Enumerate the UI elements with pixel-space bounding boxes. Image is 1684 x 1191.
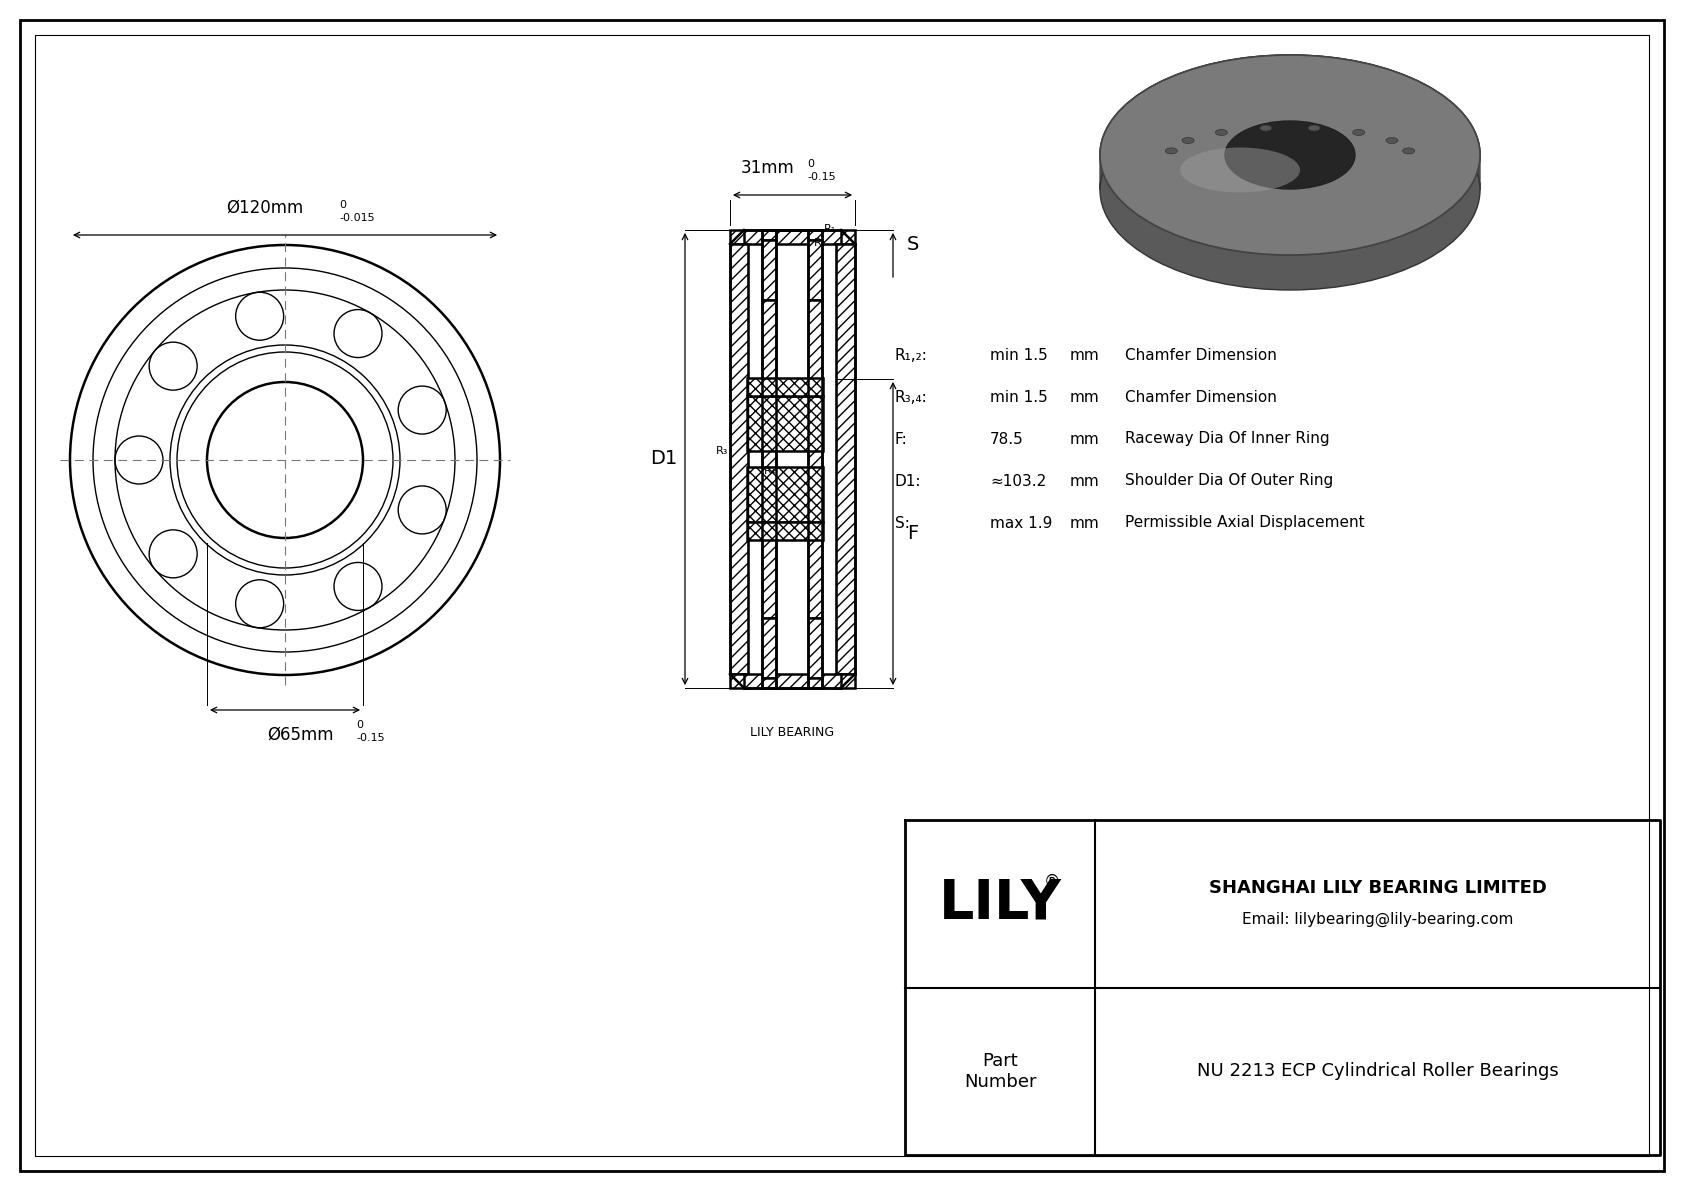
Text: R₃,₄:: R₃,₄: (894, 389, 928, 405)
Bar (761, 678, 776, 688)
Ellipse shape (1180, 148, 1300, 193)
Text: S: S (908, 236, 919, 255)
Text: S:: S: (894, 516, 909, 530)
Ellipse shape (1100, 91, 1480, 289)
Text: Shoulder Dia Of Outer Ring: Shoulder Dia Of Outer Ring (1125, 474, 1334, 488)
Bar (748, 522, 823, 540)
Text: 31mm: 31mm (741, 160, 795, 177)
Ellipse shape (1386, 137, 1398, 143)
Bar (835, 230, 855, 244)
Text: F:: F: (894, 431, 908, 447)
Text: ≈103.2: ≈103.2 (990, 474, 1046, 488)
Text: Chamfer Dimension: Chamfer Dimension (1125, 389, 1276, 405)
Bar (808, 241, 822, 300)
Bar (835, 674, 855, 688)
Bar (761, 230, 776, 241)
Text: Part
Number: Part Number (963, 1052, 1036, 1091)
Text: 78.5: 78.5 (990, 431, 1024, 447)
Ellipse shape (1260, 125, 1271, 131)
Text: Ø120mm: Ø120mm (226, 199, 303, 217)
Text: D1: D1 (650, 449, 677, 468)
Bar (744, 230, 840, 244)
Text: SHANGHAI LILY BEARING LIMITED: SHANGHAI LILY BEARING LIMITED (1209, 879, 1546, 897)
Text: ®: ® (1044, 873, 1061, 891)
Text: R₃: R₃ (716, 445, 729, 456)
Ellipse shape (1308, 125, 1320, 131)
Bar (748, 467, 823, 522)
Ellipse shape (1182, 137, 1194, 143)
Bar (729, 244, 748, 674)
Text: mm: mm (1069, 474, 1100, 488)
Ellipse shape (1403, 148, 1415, 154)
Bar (808, 618, 822, 678)
Text: R₁,₂:: R₁,₂: (894, 348, 928, 362)
Bar (761, 300, 776, 618)
Polygon shape (1100, 55, 1480, 191)
Text: NU 2213 ECP Cylindrical Roller Bearings: NU 2213 ECP Cylindrical Roller Bearings (1197, 1062, 1558, 1080)
Bar (748, 395, 823, 451)
Bar (808, 300, 822, 618)
Text: min 1.5: min 1.5 (990, 389, 1047, 405)
Text: R₁: R₁ (823, 224, 837, 233)
Text: LILY: LILY (938, 877, 1061, 930)
Text: -0.15: -0.15 (808, 172, 837, 182)
Text: Email: lilybearing@lily-bearing.com: Email: lilybearing@lily-bearing.com (1241, 912, 1514, 928)
Ellipse shape (1216, 130, 1228, 136)
Text: R₂: R₂ (813, 238, 827, 248)
Text: 0: 0 (338, 200, 345, 210)
Bar (808, 230, 822, 241)
Text: LILY BEARING: LILY BEARING (751, 727, 835, 738)
Bar (761, 618, 776, 678)
Text: max 1.9: max 1.9 (990, 516, 1052, 530)
Bar (729, 230, 748, 244)
Text: R₄: R₄ (765, 466, 776, 476)
Text: mm: mm (1069, 389, 1100, 405)
Ellipse shape (1224, 121, 1356, 189)
Text: F: F (908, 524, 918, 543)
Text: min 1.5: min 1.5 (990, 348, 1047, 362)
Ellipse shape (1100, 55, 1480, 255)
Text: mm: mm (1069, 348, 1100, 362)
Text: -0.015: -0.015 (338, 213, 374, 223)
Text: mm: mm (1069, 431, 1100, 447)
Text: Permissible Axial Displacement: Permissible Axial Displacement (1125, 516, 1364, 530)
Text: Ø65mm: Ø65mm (266, 727, 333, 744)
Text: 0: 0 (808, 160, 815, 169)
Text: D1:: D1: (894, 474, 921, 488)
Ellipse shape (1352, 130, 1364, 136)
Text: Raceway Dia Of Inner Ring: Raceway Dia Of Inner Ring (1125, 431, 1330, 447)
Bar (748, 378, 823, 395)
Ellipse shape (1224, 121, 1356, 189)
Ellipse shape (1180, 148, 1300, 193)
Text: 0: 0 (355, 721, 364, 730)
Ellipse shape (1100, 55, 1480, 255)
Ellipse shape (1165, 148, 1177, 154)
Bar (744, 674, 840, 688)
Bar (835, 244, 855, 674)
Bar (761, 241, 776, 300)
Bar (808, 678, 822, 688)
Text: Chamfer Dimension: Chamfer Dimension (1125, 348, 1276, 362)
Text: mm: mm (1069, 516, 1100, 530)
Text: -0.15: -0.15 (355, 732, 384, 743)
Bar (729, 674, 748, 688)
